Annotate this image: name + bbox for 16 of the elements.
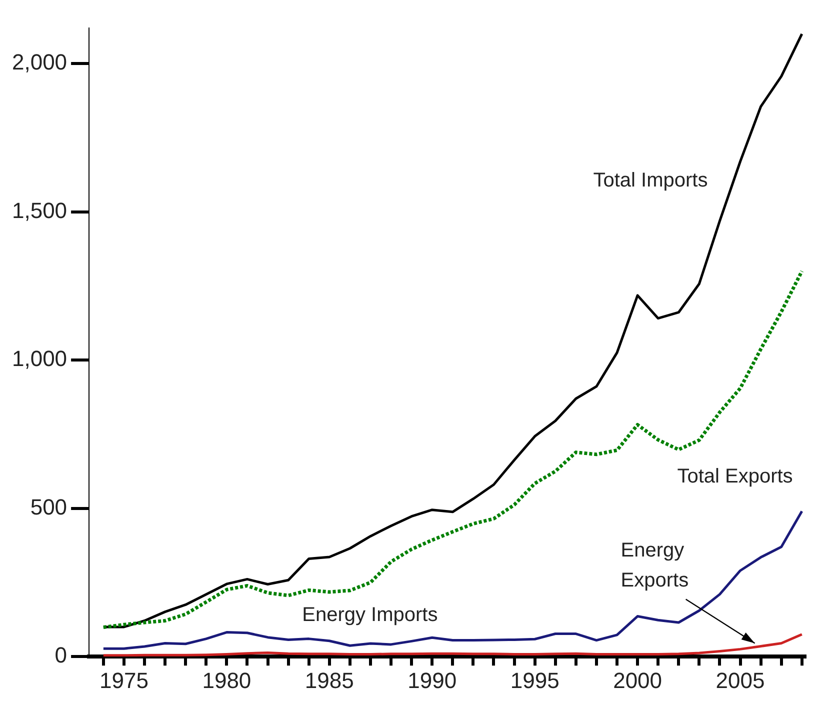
text: Energy Exports <box>620 540 689 592</box>
x-tick-label: 1985 <box>304 668 354 693</box>
y-tick-label: 1,000 <box>12 346 68 372</box>
x-tick-label: 2005 <box>716 668 765 693</box>
x-tick-label: 1990 <box>408 668 457 693</box>
y-tick-label: 500 <box>30 494 68 520</box>
series-label: Total Exports <box>677 466 793 488</box>
y-tick-label: 2,000 <box>12 50 68 75</box>
x-tick-label: 1995 <box>510 668 560 693</box>
x-tick-label: 2000 <box>613 668 662 693</box>
series-label: Total Imports <box>593 170 708 192</box>
y-tick-label: 1,500 <box>12 198 68 223</box>
x-tick-label: 1975 <box>100 668 148 693</box>
y-tick-label: 0 <box>54 642 68 668</box>
series-label: Energy Imports <box>302 604 438 626</box>
x-tick-label: 1980 <box>202 668 252 693</box>
